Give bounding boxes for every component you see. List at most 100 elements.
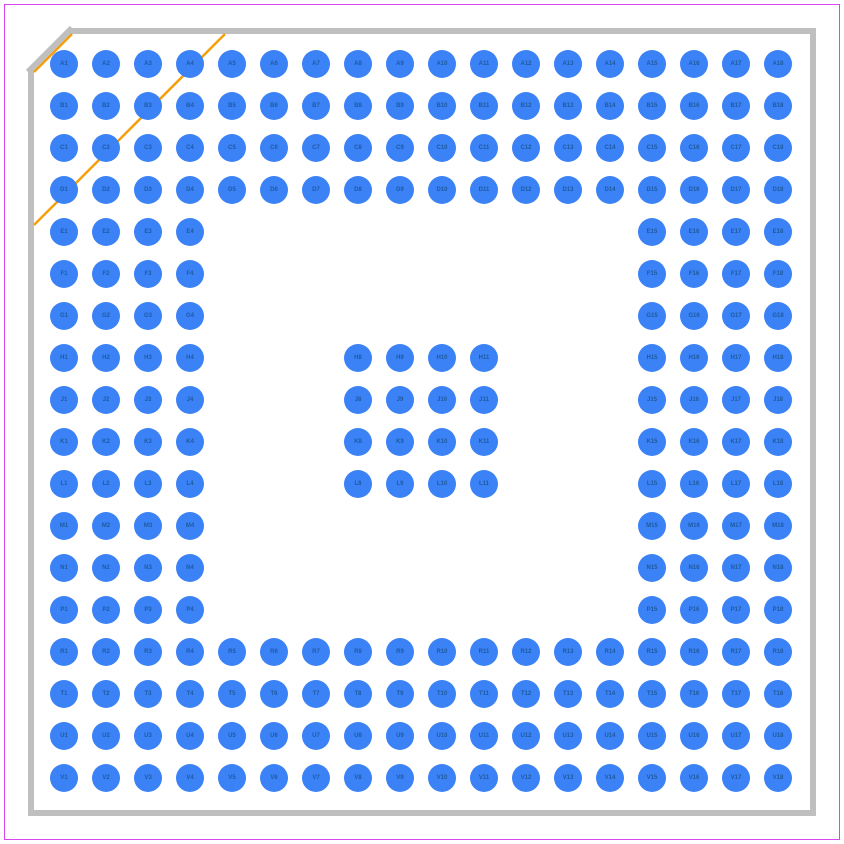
bga-ball: L15 [638,470,666,498]
bga-ball: V7 [302,764,330,792]
bga-ball: V13 [554,764,582,792]
bga-ball: U7 [302,722,330,750]
bga-ball: U17 [722,722,750,750]
bga-ball: V9 [386,764,414,792]
bga-ball: M15 [638,512,666,540]
bga-ball: U11 [470,722,498,750]
bga-ball: U8 [344,722,372,750]
bga-ball: R15 [638,638,666,666]
bga-ball: D18 [764,176,792,204]
bga-ball: B16 [680,92,708,120]
bga-ball: C1 [50,134,78,162]
bga-ball: R11 [470,638,498,666]
bga-ball: L4 [176,470,204,498]
bga-ball: U14 [596,722,624,750]
bga-ball: C13 [554,134,582,162]
bga-ball: K16 [680,428,708,456]
bga-ball: T13 [554,680,582,708]
bga-ball: R17 [722,638,750,666]
bga-ball: C2 [92,134,120,162]
bga-ball: V10 [428,764,456,792]
bga-ball: F2 [92,260,120,288]
bga-ball: U12 [512,722,540,750]
bga-ball: D3 [134,176,162,204]
bga-ball: M3 [134,512,162,540]
bga-ball: C3 [134,134,162,162]
bga-ball: D10 [428,176,456,204]
bga-ball: A7 [302,50,330,78]
bga-ball: H11 [470,344,498,372]
bga-ball: T11 [470,680,498,708]
bga-ball: D11 [470,176,498,204]
bga-ball: T2 [92,680,120,708]
bga-ball: G16 [680,302,708,330]
bga-ball: N2 [92,554,120,582]
bga-ball: D16 [680,176,708,204]
bga-ball: J3 [134,386,162,414]
bga-ball: E16 [680,218,708,246]
bga-ball: A4 [176,50,204,78]
bga-ball: J8 [344,386,372,414]
bga-ball: R7 [302,638,330,666]
bga-ball: L17 [722,470,750,498]
bga-ball: H15 [638,344,666,372]
bga-ball: R9 [386,638,414,666]
bga-ball: K2 [92,428,120,456]
bga-ball: P4 [176,596,204,624]
bga-ball: B13 [554,92,582,120]
bga-ball: B6 [260,92,288,120]
bga-ball: N15 [638,554,666,582]
bga-ball: C10 [428,134,456,162]
bga-ball: D15 [638,176,666,204]
bga-ball: T5 [218,680,246,708]
bga-ball: V15 [638,764,666,792]
bga-ball: U1 [50,722,78,750]
bga-ball: B2 [92,92,120,120]
bga-ball: T17 [722,680,750,708]
bga-ball: V5 [218,764,246,792]
bga-ball: E18 [764,218,792,246]
bga-ball: R13 [554,638,582,666]
bga-ball: R5 [218,638,246,666]
bga-ball: E1 [50,218,78,246]
bga-ball: J15 [638,386,666,414]
bga-ball: R18 [764,638,792,666]
bga-ball: A13 [554,50,582,78]
bga-ball: T18 [764,680,792,708]
bga-ball: A12 [512,50,540,78]
bga-ball: A2 [92,50,120,78]
bga-ball: B17 [722,92,750,120]
bga-ball: F18 [764,260,792,288]
bga-ball: B8 [344,92,372,120]
bga-ball: K10 [428,428,456,456]
bga-ball: M16 [680,512,708,540]
bga-ball: A8 [344,50,372,78]
bga-ball: M17 [722,512,750,540]
bga-ball: B4 [176,92,204,120]
bga-ball: H16 [680,344,708,372]
bga-ball: K1 [50,428,78,456]
bga-ball: C7 [302,134,330,162]
bga-ball: N17 [722,554,750,582]
bga-ball: U13 [554,722,582,750]
bga-ball: G15 [638,302,666,330]
bga-ball: B5 [218,92,246,120]
bga-ball: K3 [134,428,162,456]
bga-ball: L3 [134,470,162,498]
bga-ball: B12 [512,92,540,120]
bga-ball: J11 [470,386,498,414]
bga-ball: E4 [176,218,204,246]
bga-ball: C5 [218,134,246,162]
bga-ball: B9 [386,92,414,120]
bga-ball: C9 [386,134,414,162]
bga-ball: A18 [764,50,792,78]
bga-ball: H10 [428,344,456,372]
bga-ball: D6 [260,176,288,204]
bga-ball: E2 [92,218,120,246]
bga-ball: E3 [134,218,162,246]
bga-ball: C8 [344,134,372,162]
bga-ball: U9 [386,722,414,750]
bga-ball: A14 [596,50,624,78]
bga-ball: V3 [134,764,162,792]
bga-ball: C12 [512,134,540,162]
